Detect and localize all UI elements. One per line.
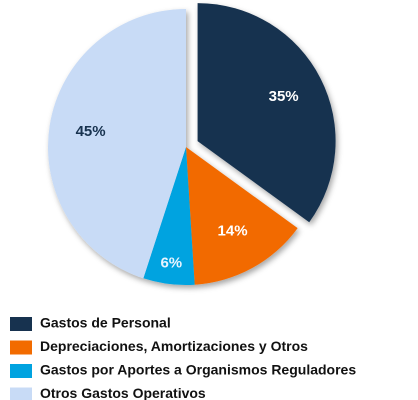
pie [47,3,336,285]
legend-swatch [10,387,32,400]
pie-slice [47,9,186,279]
legend-label: Otros Gastos Operativos [40,385,206,400]
pie-slice [186,147,298,285]
pie-slice [143,147,195,285]
data-label: 14% [218,223,248,240]
data-label: 35% [269,88,299,105]
data-label: 45% [76,123,106,140]
data-label: 6% [160,254,182,271]
legend-swatch [10,317,32,331]
legend-label: Gastos de Personal [40,315,171,331]
legend-label: Gastos por Aportes a Organismos Regulado… [40,362,356,378]
legend-swatch [10,340,32,355]
legend-label: Depreciaciones, Amortizaciones y Otros [40,338,308,354]
pie-slice [197,3,336,223]
legend-swatch [10,364,32,378]
